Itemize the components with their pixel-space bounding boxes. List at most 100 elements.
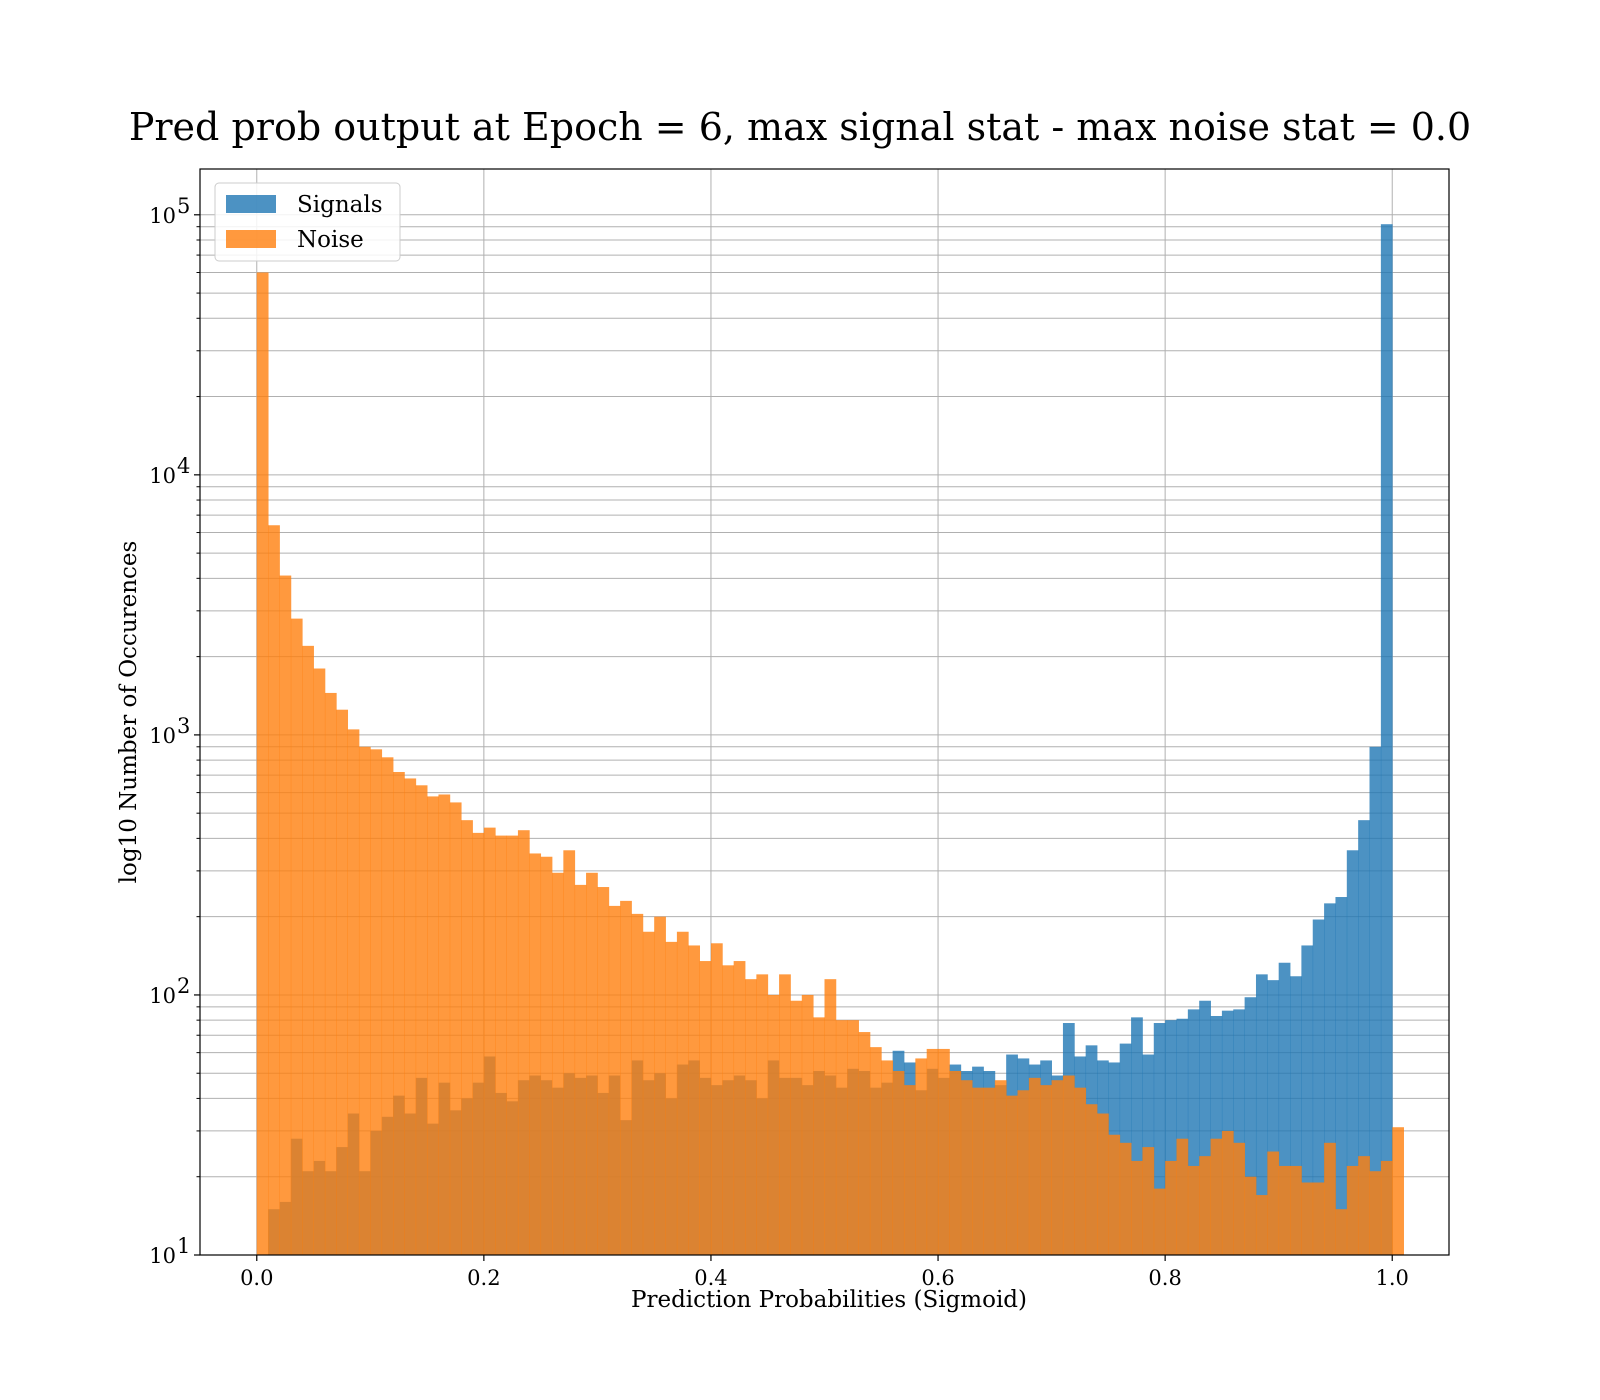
bar-noise xyxy=(1131,1160,1143,1255)
y-tick-label: 10 xyxy=(149,724,176,748)
bar-noise xyxy=(1165,1160,1177,1255)
bar-noise xyxy=(347,729,360,1255)
bar-noise xyxy=(608,905,621,1255)
bar-noise xyxy=(1233,1142,1246,1255)
bar-noise xyxy=(869,1047,882,1255)
bar-noise xyxy=(903,1085,916,1255)
bar-noise xyxy=(1142,1147,1155,1255)
bar-signals xyxy=(1233,1009,1246,1255)
bar-noise xyxy=(756,974,769,1255)
bar-noise xyxy=(586,872,598,1255)
bar-noise xyxy=(1062,1075,1075,1255)
bar-noise xyxy=(279,575,292,1255)
legend-swatch-signals xyxy=(226,195,276,213)
bar-noise xyxy=(1346,1165,1359,1255)
bar-noise xyxy=(835,1020,848,1255)
bar-signals xyxy=(1278,962,1291,1255)
bar-noise xyxy=(858,1032,871,1255)
bar-noise xyxy=(938,1048,950,1255)
bar-noise xyxy=(597,887,610,1255)
bar-noise xyxy=(574,884,587,1255)
bar-noise xyxy=(1380,1160,1393,1255)
y-tick-exponent: 2 xyxy=(177,974,190,998)
bar-noise xyxy=(483,827,496,1255)
y-tick-label: 10 xyxy=(149,1244,176,1268)
bar-noise xyxy=(427,796,439,1255)
bar-signals xyxy=(1346,850,1359,1255)
bar-noise xyxy=(370,749,383,1255)
bar-noise xyxy=(551,872,564,1255)
bar-noise xyxy=(688,945,700,1255)
bar-noise xyxy=(449,802,462,1255)
bar-noise xyxy=(324,692,337,1255)
bar-signals xyxy=(1153,1023,1166,1255)
chart-title: Pred prob output at Epoch = 6, max signa… xyxy=(129,105,1471,149)
bar-noise xyxy=(847,1020,859,1255)
bar-noise xyxy=(915,1058,928,1255)
bar-noise xyxy=(472,832,485,1255)
legend: Signals Noise xyxy=(214,182,401,262)
bar-signals xyxy=(1369,746,1382,1255)
bar-noise xyxy=(1108,1134,1121,1255)
bar-noise xyxy=(529,853,542,1255)
bar-noise xyxy=(1051,1080,1064,1255)
bar-noise xyxy=(1097,1113,1109,1255)
bar-noise xyxy=(699,961,712,1255)
bar-signals xyxy=(1131,1017,1143,1255)
bar-noise xyxy=(1187,1165,1200,1255)
bar-signals xyxy=(1255,974,1268,1255)
bar-signals xyxy=(1358,820,1370,1255)
bar-noise xyxy=(1255,1195,1268,1255)
bar-noise xyxy=(1210,1138,1223,1255)
bar-noise xyxy=(710,943,723,1255)
legend-label-signals: Signals xyxy=(297,192,383,218)
y-tick-exponent: 5 xyxy=(177,194,190,218)
bar-noise xyxy=(1301,1182,1314,1255)
x-tick-label: 0.8 xyxy=(1148,1266,1181,1290)
y-tick-exponent: 4 xyxy=(177,454,190,478)
bar-noise xyxy=(779,974,791,1255)
x-tick-label: 0.0 xyxy=(240,1266,273,1290)
bar-signals xyxy=(1210,1015,1223,1255)
bar-noise xyxy=(1199,1156,1211,1255)
bar-noise xyxy=(404,778,417,1255)
x-tick-label: 1.0 xyxy=(1376,1266,1409,1290)
bar-noise xyxy=(506,835,519,1255)
bar-noise xyxy=(517,830,530,1255)
bar-noise xyxy=(1074,1087,1087,1255)
bar-signals xyxy=(1165,1020,1177,1255)
series-noise xyxy=(256,272,1404,1256)
bar-noise xyxy=(381,757,394,1255)
x-axis-label: Prediction Probabilities (Sigmoid) xyxy=(631,1287,1027,1313)
bar-signals xyxy=(1324,903,1336,1255)
y-tick-label: 10 xyxy=(149,204,176,228)
bar-signals xyxy=(1187,1009,1200,1255)
bar-noise xyxy=(665,941,678,1255)
bar-noise xyxy=(745,979,757,1255)
y-tick-exponent: 3 xyxy=(177,714,190,738)
bar-noise xyxy=(949,1070,962,1255)
bar-noise xyxy=(654,916,666,1255)
bar-noise xyxy=(813,1017,825,1255)
bar-noise xyxy=(892,1070,905,1255)
bar-signals xyxy=(1290,976,1302,1255)
bar-noise xyxy=(824,979,837,1255)
bar-noise xyxy=(801,994,814,1255)
bar-noise xyxy=(1085,1104,1098,1255)
bar-noise xyxy=(983,1087,996,1255)
bar-noise xyxy=(393,771,405,1255)
bar-noise xyxy=(1278,1165,1291,1255)
bar-noise xyxy=(438,794,451,1255)
bar-signals xyxy=(1380,224,1393,1256)
bar-noise xyxy=(733,961,746,1255)
bar-signals xyxy=(1335,897,1348,1255)
bar-signals xyxy=(1312,919,1325,1255)
bar-noise xyxy=(1335,1209,1348,1255)
plot-frame xyxy=(199,168,1450,1256)
bar-noise xyxy=(1040,1085,1052,1255)
x-tick-label: 0.4 xyxy=(694,1266,727,1290)
bar-noise xyxy=(540,856,553,1255)
bar-noise xyxy=(358,746,371,1255)
